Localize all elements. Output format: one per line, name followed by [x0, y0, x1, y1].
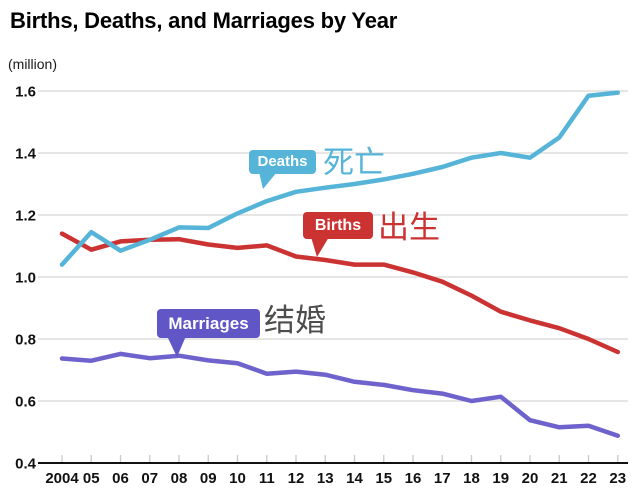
x-axis-label: 11 [259, 470, 275, 487]
births-callout-tail [311, 237, 329, 257]
x-axis-label: 08 [171, 470, 188, 487]
births-series-label: Births [303, 212, 373, 239]
x-axis-label: 20 [522, 470, 539, 487]
marriages-callout-tail [167, 336, 186, 357]
births-series-label-text: Births [314, 217, 362, 234]
deaths-series-label-chinese: 死亡 [323, 145, 385, 180]
x-axis-label: 15 [375, 470, 392, 487]
births-series-label-chinese: 出生 [378, 210, 440, 245]
deaths-series-label: Deaths [249, 150, 316, 174]
y-axis-label: 0.4 [15, 456, 37, 473]
y-axis-label: 0.8 [15, 332, 36, 349]
marriages-series-label: Marriages [157, 309, 260, 338]
x-axis-label: 17 [434, 470, 451, 487]
x-axis-label: 2004 [45, 470, 79, 487]
y-axis-label: 0.6 [15, 394, 36, 411]
marriages-series-label-text: Marriages [168, 314, 249, 333]
x-axis-label: 22 [580, 470, 597, 487]
births-line [59, 231, 621, 355]
marriages-line [59, 351, 621, 438]
x-axis-label: 13 [317, 470, 334, 487]
x-axis-label: 18 [463, 470, 480, 487]
x-axis-label: 16 [405, 470, 422, 487]
deaths-callout-tail [259, 172, 277, 189]
deaths-series-label-text: Deaths [257, 153, 308, 170]
y-axis-label: 1.2 [15, 208, 36, 225]
x-axis-label: 06 [112, 470, 129, 487]
y-axis-label: 1.0 [15, 270, 36, 287]
x-axis-label: 14 [346, 470, 363, 487]
chart-title: Births, Deaths, and Marriages by Year [10, 8, 398, 33]
y-axis-label: 1.6 [15, 84, 36, 101]
x-axis-label: 09 [200, 470, 217, 487]
x-axis-label: 19 [492, 470, 509, 487]
x-axis-label: 23 [609, 470, 626, 487]
deaths-line [59, 90, 621, 267]
y-axis-label: 1.4 [15, 146, 37, 163]
x-axis-label: 21 [551, 470, 568, 487]
y-axis-unit-label: (million) [8, 56, 57, 72]
x-axis-label: 10 [229, 470, 246, 487]
x-axis-label: 12 [288, 470, 305, 487]
x-axis-label: 07 [141, 470, 158, 487]
marriages-series-label-chinese: 结婚 [264, 303, 326, 338]
x-axis-label: 05 [83, 470, 100, 487]
